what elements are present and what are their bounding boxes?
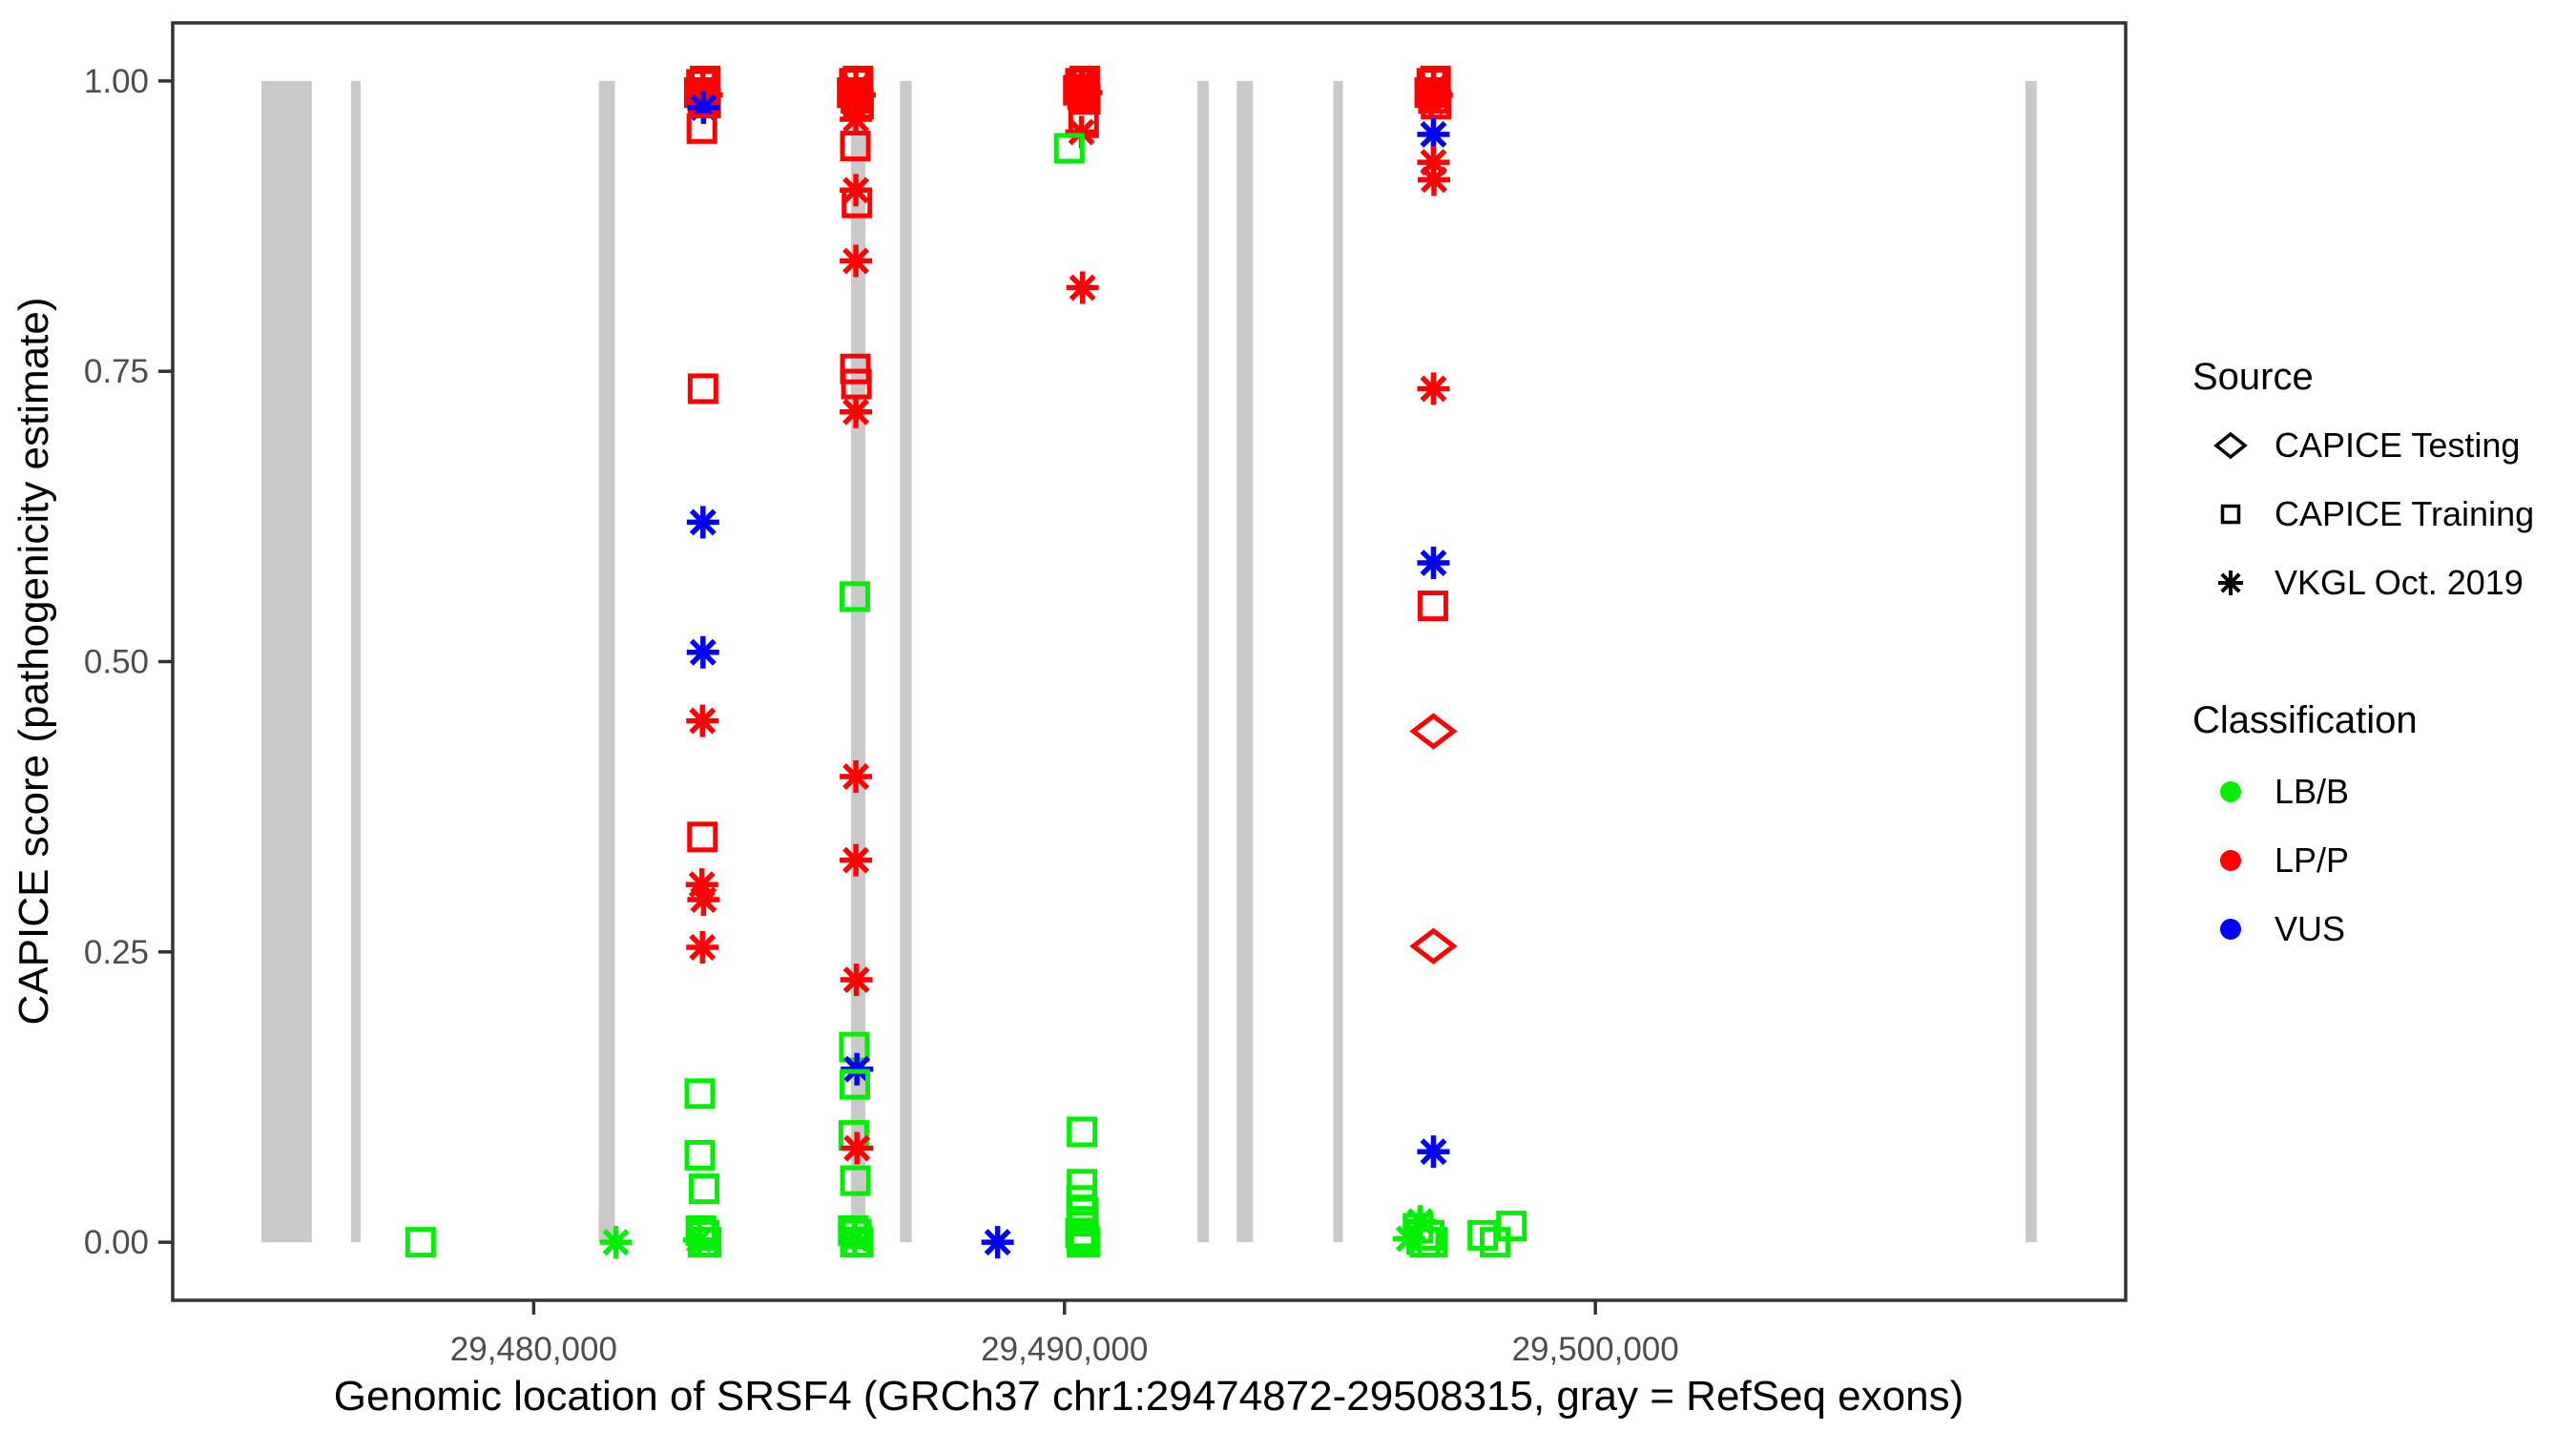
data-point-asterisk [1417, 372, 1450, 405]
data-point-asterisk [1417, 117, 1450, 151]
exon-bar [350, 80, 361, 1243]
data-point-asterisk [1065, 66, 1098, 99]
data-point-square [1053, 133, 1085, 164]
y-tick-label: 0.50 [84, 644, 149, 681]
data-point-square [840, 131, 871, 162]
data-point-asterisk [686, 506, 719, 539]
x-axis-title: Genomic location of SRSF4 (GRCh37 chr1:2… [334, 1373, 1963, 1420]
data-point-square [1496, 1211, 1527, 1242]
data-point-asterisk [840, 964, 873, 997]
exon-bar [1197, 80, 1210, 1243]
data-point-square [686, 113, 717, 144]
exon-bar [900, 80, 912, 1243]
legend-source-item-label: CAPICE Testing [2275, 425, 2520, 465]
data-point-asterisk [1417, 1135, 1450, 1169]
exon-bar [598, 80, 615, 1243]
legend-glyph-diamond [2213, 431, 2248, 460]
data-point-square [1414, 1219, 1445, 1251]
data-point-square [405, 1227, 436, 1258]
plot-panel-border [171, 21, 2128, 1302]
data-point-square [840, 1165, 871, 1196]
data-point-asterisk [840, 395, 873, 428]
data-point-diamond [1409, 927, 1458, 964]
exon-bars-layer [261, 80, 2037, 1243]
data-point-asterisk [840, 103, 873, 136]
x-tick-label: 29,480,000 [450, 1331, 617, 1368]
legend-classification-title: Classification [2192, 699, 2418, 741]
x-tick-label: 29,490,000 [981, 1331, 1148, 1368]
data-point-square [684, 1139, 716, 1171]
y-tick-label: 0.25 [84, 934, 149, 971]
data-point-square [839, 1031, 870, 1063]
exon-bar [1333, 80, 1343, 1243]
legend-classification-item-label: LB/B [2275, 772, 2349, 811]
data-point-square [839, 581, 870, 612]
data-point-square [841, 187, 873, 218]
data-point-asterisk [1418, 163, 1451, 197]
data-point-square [1417, 591, 1448, 622]
legend-source-title: Source [2192, 356, 2314, 398]
data-point-asterisk [841, 1131, 874, 1165]
data-point-square [1479, 1227, 1510, 1258]
data-point-square [1421, 89, 1452, 120]
x-axis-ticks: 29,480,000 29,490,000 29,500,000 [450, 1300, 1679, 1368]
y-tick-label: 1.00 [84, 63, 149, 100]
data-point-asterisk [1065, 115, 1098, 149]
exon-bar [261, 80, 312, 1243]
legend-glyph-dot-lpp [2220, 850, 2241, 871]
data-point-square [840, 1227, 871, 1258]
y-tick-label: 0.75 [84, 353, 149, 390]
legend-glyph-dot-vus [2220, 919, 2241, 940]
data-point-asterisk [1417, 547, 1450, 580]
legend-classification-item-label: VUS [2275, 909, 2345, 948]
legend: Source CAPICE Testing CAPICE Training VKGL … [2192, 356, 2534, 948]
data-point-square [684, 1078, 716, 1110]
data-point-asterisk [840, 244, 873, 278]
data-point-square [1417, 1227, 1448, 1258]
data-point-asterisk [1066, 271, 1099, 304]
data-point-asterisk [687, 883, 720, 917]
data-point-square [691, 1227, 722, 1258]
y-axis-ticks: 0.00 0.25 0.50 0.75 1.00 [84, 63, 173, 1261]
data-point-square [1069, 1227, 1100, 1258]
y-axis-title: CAPICE score (pathogenicity estimate) [10, 298, 57, 1026]
data-point-asterisk [840, 760, 873, 794]
exon-bar [2025, 80, 2037, 1243]
data-point-square [1067, 1116, 1098, 1148]
data-point-asterisk [686, 704, 719, 737]
legend-glyph-square [2220, 504, 2241, 525]
legend-source-item-label: CAPICE Training [2275, 494, 2534, 533]
y-tick-label: 0.00 [84, 1224, 149, 1261]
data-point-square [687, 373, 718, 404]
data-point-asterisk [981, 1226, 1014, 1259]
legend-source-item-label: VKGL Oct. 2019 [2275, 563, 2524, 602]
data-point-asterisk [686, 930, 719, 964]
data-points-layer [405, 65, 1527, 1259]
data-point-square [687, 821, 718, 853]
data-point-asterisk [599, 1226, 633, 1259]
legend-classification-item-label: LP/P [2275, 840, 2349, 880]
legend-glyph-dot-lbb [2220, 781, 2241, 802]
data-point-diamond [1409, 713, 1458, 750]
exon-bar [1236, 80, 1254, 1243]
legend-glyph-asterisk [2218, 570, 2243, 595]
data-point-asterisk [686, 635, 719, 669]
data-point-square [1067, 1169, 1098, 1200]
data-point-asterisk [840, 843, 873, 877]
x-tick-label: 29,500,000 [1512, 1331, 1679, 1368]
data-point-square [688, 1173, 719, 1205]
data-point-square [839, 1068, 870, 1100]
